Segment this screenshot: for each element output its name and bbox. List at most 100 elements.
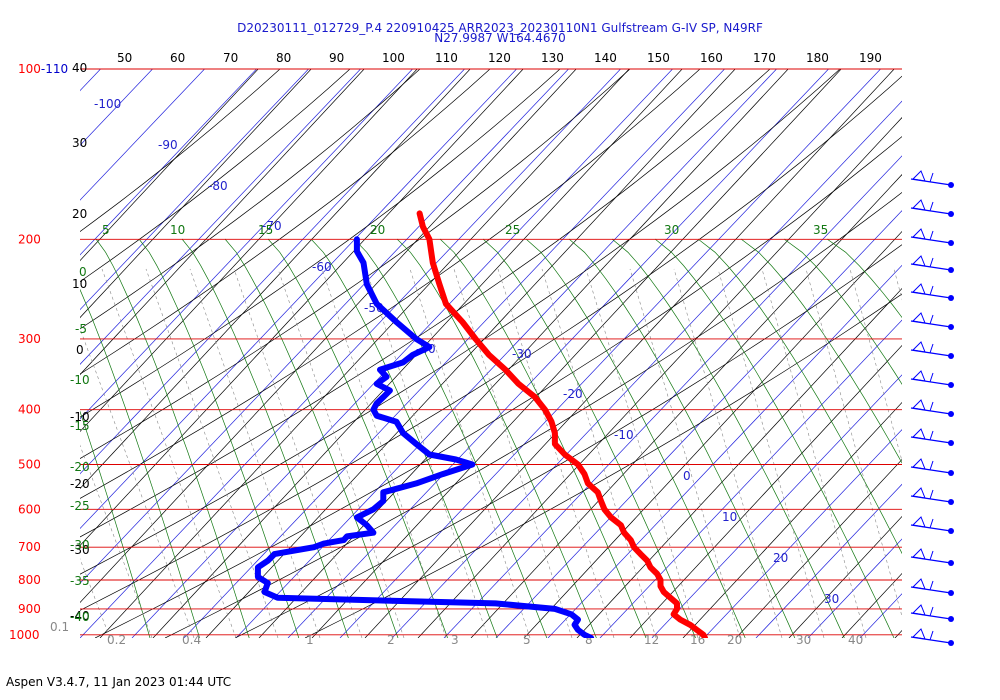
- top-temperature-label: 90: [329, 51, 344, 65]
- wind-barb: [910, 199, 954, 217]
- pressure-label: 200: [18, 232, 41, 246]
- moist-adiabat-line: [482, 238, 696, 638]
- isotherm-blue-line: [443, 155, 902, 638]
- theta-e-label: 35: [813, 223, 828, 237]
- wind-barb-flag: [911, 628, 926, 640]
- software-version-footer: Aspen V3.4.7, 11 Jan 2023 01:44 UTC: [6, 675, 232, 689]
- chart-title: D20230111_012729_P.4 220910425 ARR2023_2…: [237, 21, 763, 35]
- moist-adiabat-line: [525, 238, 746, 638]
- top-temperature-label: 70: [223, 51, 238, 65]
- moist-adiabat-line: [568, 238, 796, 638]
- left-temperature-label: 20: [72, 207, 87, 221]
- dry-adiabat-line: [80, 69, 701, 499]
- isotherm-blue-line: [651, 374, 902, 638]
- wind-barb: [910, 548, 954, 566]
- top-temperature-label: 140: [594, 51, 617, 65]
- mixing-ratio-line: [673, 268, 783, 638]
- wind-barb-flag: [911, 516, 926, 528]
- pressure-label: 100-110: [18, 62, 68, 76]
- theta-e-label: 25: [505, 223, 520, 237]
- left-green-label: -40: [70, 610, 90, 624]
- mixing-ratio-line: [409, 268, 531, 638]
- wind-barb: [910, 341, 954, 359]
- wind-barb-flag: [911, 428, 926, 440]
- isotherm-blue-line: [80, 69, 309, 311]
- moist-adiabat-line: [654, 238, 895, 638]
- isotherm-line: [894, 629, 902, 638]
- mixing-ratio-line: [805, 268, 902, 618]
- wind-barb-flag: [911, 312, 926, 324]
- wind-barb-feather: [929, 518, 934, 529]
- dry-adiabat-line: [164, 192, 902, 638]
- chart-subtitle: N27.9987 W164.4670: [434, 31, 566, 45]
- dry-adiabat-line: [80, 69, 561, 418]
- wind-barb-feather: [929, 172, 934, 183]
- top-temperature-label: 130: [541, 51, 564, 65]
- wind-barb-feather: [929, 372, 934, 383]
- isotherm-label: -80: [208, 179, 228, 193]
- wind-barb-feather: [929, 201, 934, 212]
- wind-barb-flag: [911, 170, 926, 182]
- moist-adiabat-line: [396, 238, 597, 638]
- wind-barb: [910, 628, 954, 646]
- moist-adiabat-line: [826, 238, 902, 319]
- isotherm-blue-line: [80, 69, 413, 420]
- left-temperature-label: -30: [70, 543, 90, 557]
- mixing-ratio-label: 0.4: [182, 633, 201, 647]
- isotherm-label: -60: [312, 260, 332, 274]
- isotherm-line: [80, 69, 365, 376]
- moist-adiabat-line: [353, 238, 548, 638]
- top-temperature-label: 190: [859, 51, 882, 65]
- left-green-label: -5: [75, 322, 87, 336]
- moist-adiabat-line: [80, 410, 151, 638]
- sounding-traces: [254, 210, 708, 638]
- isotherm-blue-line: [235, 69, 777, 638]
- theta-e-label: 30: [664, 223, 679, 237]
- wind-barb-flag: [911, 604, 926, 616]
- moist-adiabat-line: [224, 238, 399, 638]
- moist-adiabat-line: [740, 238, 902, 464]
- mixing-ratio-line: [717, 268, 825, 638]
- isotherm-line: [258, 69, 789, 638]
- wind-barb: [910, 170, 954, 188]
- isotherm-label: 10: [722, 510, 737, 524]
- pressure-label: 400: [18, 403, 41, 417]
- isotherm-line: [80, 69, 471, 490]
- mixing-ratio-line: [849, 268, 902, 463]
- isotherm-label: -100: [94, 97, 121, 111]
- isotherm-blue-line: [183, 69, 725, 638]
- isotherm-blue-line: [287, 69, 829, 638]
- wind-barb-feather: [929, 230, 934, 241]
- dry-adiabat-line: [80, 75, 902, 611]
- wind-barb: [910, 516, 954, 534]
- left-temperature-label: 30: [72, 136, 87, 150]
- isotherm-line: [205, 69, 736, 638]
- wind-barb: [910, 578, 954, 596]
- wind-barb-flag: [911, 341, 926, 353]
- isotherm-blue-line: [391, 100, 902, 638]
- pressure-label: 800: [18, 573, 41, 587]
- isobars: [80, 68, 902, 636]
- wind-barb-flag: [911, 487, 926, 499]
- mixing-ratio-line: [761, 268, 867, 638]
- dry-adiabat-line: [304, 293, 902, 638]
- pressure-label: 900: [18, 602, 41, 616]
- mixing-ratio-label: 3: [451, 633, 459, 647]
- wind-barb: [910, 399, 954, 417]
- mixing-ratio-label: 0.2: [107, 633, 126, 647]
- left-temperature-label: -10: [70, 410, 90, 424]
- top-temperature-label: 80: [276, 51, 291, 65]
- isotherm-label: -10: [614, 428, 634, 442]
- isotherm-blue-line: [80, 69, 569, 584]
- isotherm-line: [311, 69, 842, 638]
- background-grid: [80, 69, 902, 638]
- pressure-label: 600: [18, 502, 41, 516]
- isotherm-blue-line: [807, 538, 902, 638]
- isotherm-line: [629, 345, 902, 638]
- left-green-label: -30: [70, 538, 90, 552]
- pressure-label-blue: -110: [41, 62, 68, 76]
- isotherm-line: [80, 69, 577, 604]
- mixing-ratio-line: [233, 268, 363, 638]
- wind-barb-flag: [911, 199, 926, 211]
- isotherm-blue-line: [703, 429, 902, 638]
